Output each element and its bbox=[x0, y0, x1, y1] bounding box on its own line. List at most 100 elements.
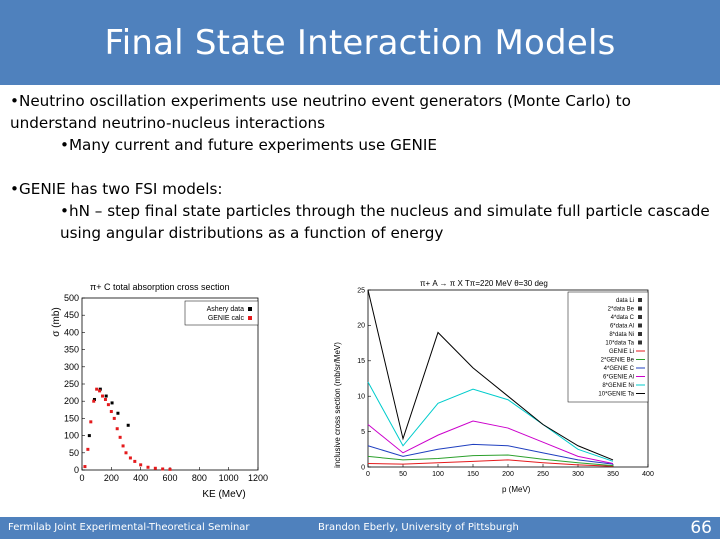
legend-swatch bbox=[248, 307, 252, 311]
data-point bbox=[89, 420, 93, 424]
x-tick-label: 350 bbox=[607, 471, 619, 478]
legend-entry: 4*data C bbox=[611, 315, 635, 321]
y-tick-label: 0 bbox=[74, 465, 79, 475]
data-point bbox=[116, 411, 120, 415]
footer-seminar: Fermilab Joint Experimental-Theoretical … bbox=[8, 522, 250, 533]
data-point bbox=[118, 435, 122, 439]
x-tick-label: 200 bbox=[502, 471, 514, 478]
series-line bbox=[367, 443, 614, 465]
legend-entry: 2*data Be bbox=[608, 307, 635, 313]
y-tick-label: 300 bbox=[64, 362, 79, 372]
legend-swatch bbox=[638, 332, 642, 336]
bullet-1: •Neutrino oscillation experiments use ne… bbox=[10, 92, 631, 132]
series-line bbox=[367, 454, 614, 467]
data-point bbox=[103, 397, 107, 401]
y-tick-label: 450 bbox=[64, 310, 79, 320]
data-point bbox=[98, 389, 102, 393]
y-tick-label: 150 bbox=[64, 413, 79, 423]
data-point bbox=[101, 394, 105, 398]
y-tick-label: 50 bbox=[69, 448, 79, 458]
legend-entry: data Li bbox=[616, 298, 634, 304]
legend-entry: 10*GENIE Ta bbox=[598, 392, 634, 398]
x-tick-label: 800 bbox=[192, 473, 207, 483]
right-chart-xlabel: p (MeV) bbox=[502, 485, 531, 494]
page-number: 66 bbox=[690, 518, 712, 538]
legend-entry: 6*GENIE Al bbox=[603, 375, 634, 381]
legend-swatch bbox=[638, 340, 642, 345]
right-figure: π+ A → π X Tπ=220 MeV θ=30 deg 0 50 100 150… bbox=[320, 270, 675, 502]
x-tick-label: 0 bbox=[79, 473, 84, 483]
data-point bbox=[110, 401, 114, 405]
left-chart-marks bbox=[83, 387, 172, 471]
data-point bbox=[115, 427, 119, 431]
data-point bbox=[133, 459, 137, 463]
legend-box bbox=[567, 291, 649, 403]
right-chart-title: π+ A → π X Tπ=220 MeV θ=30 deg bbox=[420, 279, 548, 288]
legend-entry: 4*GENIE C bbox=[604, 366, 635, 372]
series-line bbox=[367, 381, 614, 462]
data-point bbox=[139, 463, 143, 467]
y-tick-label: 250 bbox=[64, 379, 79, 389]
legend-swatch bbox=[638, 315, 642, 319]
legend-entry: 6*data Al bbox=[610, 324, 634, 330]
right-chart-marks bbox=[367, 289, 614, 467]
x-tick-label: 400 bbox=[642, 471, 654, 478]
data-point bbox=[126, 423, 130, 427]
y-tick-label: 400 bbox=[64, 327, 79, 337]
data-point bbox=[92, 399, 96, 403]
x-tick-label: 50 bbox=[399, 471, 407, 478]
x-tick-label: 1200 bbox=[248, 473, 268, 483]
y-tick-label: 100 bbox=[64, 431, 79, 441]
x-tick-label: 400 bbox=[133, 473, 148, 483]
right-chart-legend: data Li 2*data Be 4*data C 6*data Al 8*data … bbox=[567, 291, 649, 403]
legend-box bbox=[184, 300, 259, 326]
data-point bbox=[106, 403, 110, 407]
legend-entry: 2*GENIE Be bbox=[601, 358, 635, 364]
data-point bbox=[146, 465, 150, 469]
data-point bbox=[104, 394, 108, 398]
legend-entry: GENIE calc bbox=[208, 315, 245, 322]
legend-swatch bbox=[638, 323, 642, 328]
left-chart-legend: Ashery data GENIE calc bbox=[184, 300, 259, 326]
left-chart-ylabel: σ (mb) bbox=[51, 307, 62, 337]
data-point bbox=[124, 451, 128, 455]
x-tick-label: 300 bbox=[572, 471, 584, 478]
bullet-1-sub: •Many current and future experiments use… bbox=[60, 136, 437, 154]
x-tick-label: 0 bbox=[366, 471, 370, 478]
x-tick-label: 1000 bbox=[219, 473, 239, 483]
left-chart-xlabel: KE (MeV) bbox=[202, 489, 245, 500]
data-point bbox=[161, 467, 165, 471]
y-tick-label: 5 bbox=[361, 429, 365, 436]
legend-entry: GENIE Li bbox=[609, 349, 634, 355]
slide-body: •Neutrino oscillation experiments use ne… bbox=[10, 90, 710, 244]
slide-title: Final State Interaction Models bbox=[104, 22, 616, 63]
x-tick-label: 600 bbox=[162, 473, 177, 483]
x-tick-label: 100 bbox=[432, 471, 444, 478]
data-point bbox=[98, 387, 102, 391]
data-point bbox=[109, 410, 113, 414]
legend-swatch bbox=[638, 306, 642, 311]
data-point bbox=[95, 387, 99, 391]
legend-swatch bbox=[248, 316, 252, 320]
y-tick-label: 20 bbox=[357, 323, 365, 330]
legend-swatch bbox=[638, 298, 642, 302]
right-chart: π+ A → π X Tπ=220 MeV θ=30 deg 0 50 100 150… bbox=[333, 279, 654, 494]
data-point bbox=[128, 456, 132, 460]
legend-entry: 8*data Ni bbox=[609, 332, 634, 338]
data-point bbox=[168, 467, 172, 471]
footer-author: Brandon Eberly, University of Pittsburgh bbox=[318, 522, 519, 533]
left-chart-title: π+ C total absorption cross section bbox=[90, 282, 230, 292]
y-tick-label: 500 bbox=[64, 293, 79, 303]
left-figure: π+ C total absorption cross section 0 200… bbox=[50, 278, 275, 500]
y-tick-label: 15 bbox=[357, 358, 365, 365]
data-point bbox=[112, 416, 116, 420]
y-tick-label: 200 bbox=[64, 396, 79, 406]
data-point bbox=[92, 397, 96, 401]
title-bar: Final State Interaction Models bbox=[0, 0, 720, 85]
series-line bbox=[367, 459, 614, 467]
y-tick-label: 0 bbox=[361, 464, 365, 471]
x-tick-label: 200 bbox=[104, 473, 119, 483]
y-tick-label: 25 bbox=[357, 287, 365, 294]
series-line bbox=[367, 289, 614, 461]
y-tick-label: 10 bbox=[357, 394, 365, 401]
